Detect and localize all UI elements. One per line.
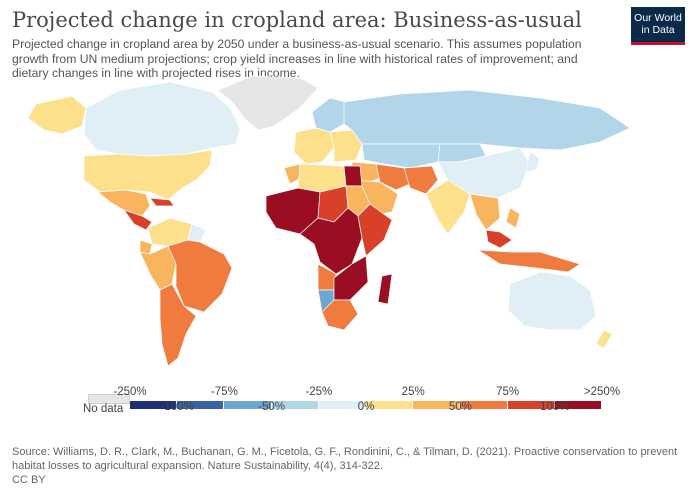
chart-title: Projected change in cropland area: Busin… xyxy=(12,8,582,32)
region-alaska[interactable] xyxy=(27,95,87,135)
region-scandinavia[interactable] xyxy=(311,97,347,133)
world-map[interactable] xyxy=(0,68,700,373)
region-indonesia[interactable] xyxy=(477,249,581,273)
region-central-asia[interactable] xyxy=(361,143,441,169)
legend-upper-label: -75% xyxy=(210,386,238,398)
region-central-america[interactable] xyxy=(123,209,153,231)
region-western-europe[interactable] xyxy=(293,127,335,165)
color-legend: No data -250% -75% -25% 25% 75% >250% -100% -5… xyxy=(0,380,700,425)
legend-swatch xyxy=(507,401,554,409)
owid-logo[interactable]: Our World in Data xyxy=(631,7,685,45)
region-madagascar[interactable] xyxy=(377,273,393,305)
region-japan[interactable] xyxy=(525,151,541,173)
legend-lower-label: 50% xyxy=(448,401,472,413)
region-peru-bolivia[interactable] xyxy=(139,245,177,291)
region-canada[interactable] xyxy=(83,81,241,157)
legend-swatch xyxy=(271,401,318,409)
region-philippines[interactable] xyxy=(505,207,521,229)
legend-swatch xyxy=(224,401,271,409)
region-caribbean[interactable] xyxy=(149,197,175,207)
legend-swatch xyxy=(460,401,507,409)
legend-swatch xyxy=(130,401,177,409)
legend-no-data-swatch xyxy=(88,394,130,404)
region-egypt[interactable] xyxy=(343,165,363,187)
legend-swatch xyxy=(413,401,460,409)
source-note: Source: Williams, D. R., Clark, M., Buch… xyxy=(12,445,682,487)
legend-swatch xyxy=(177,401,224,409)
source-citation: Source: Williams, D. R., Clark, M., Buch… xyxy=(12,446,678,472)
region-new-zealand[interactable] xyxy=(595,329,613,349)
legend-upper-label: >250% xyxy=(583,386,621,398)
region-malaysia[interactable] xyxy=(485,229,513,249)
legend-upper-label: -250% xyxy=(113,386,147,398)
legend-swatch xyxy=(554,401,601,409)
region-southern-africa[interactable] xyxy=(321,299,359,331)
region-afghanistan-pakistan[interactable] xyxy=(403,165,439,195)
region-greenland[interactable] xyxy=(217,75,319,131)
region-southern-cone[interactable] xyxy=(159,283,197,367)
region-mexico[interactable] xyxy=(97,189,151,217)
region-russia[interactable] xyxy=(343,89,631,151)
region-brazil[interactable] xyxy=(167,239,233,313)
legend-upper-label: -25% xyxy=(305,386,333,398)
region-australia[interactable] xyxy=(507,271,597,331)
chart-subtitle: Projected change in cropland area by 205… xyxy=(12,37,582,80)
region-east-africa[interactable] xyxy=(357,203,393,257)
region-ecuador[interactable] xyxy=(139,239,153,255)
region-iran[interactable] xyxy=(375,163,411,191)
license-label: CC BY xyxy=(12,474,46,486)
legend-lower-label: -100% xyxy=(160,401,194,413)
legend-lower-label: -50% xyxy=(258,401,286,413)
legend-upper-label: 75% xyxy=(496,386,520,398)
legend-swatch xyxy=(366,401,413,409)
legend-upper-label: 25% xyxy=(401,386,425,398)
legend-swatch xyxy=(318,401,365,409)
legend-lower-label: 0% xyxy=(357,401,375,413)
region-southeast-asia[interactable] xyxy=(469,193,501,231)
region-india[interactable] xyxy=(425,179,471,235)
legend-lower-label: 100% xyxy=(540,401,570,413)
legend-no-data-label: No data xyxy=(83,403,124,415)
logo-line-2: in Data xyxy=(641,24,675,36)
logo-line-1: Our World xyxy=(634,12,682,24)
